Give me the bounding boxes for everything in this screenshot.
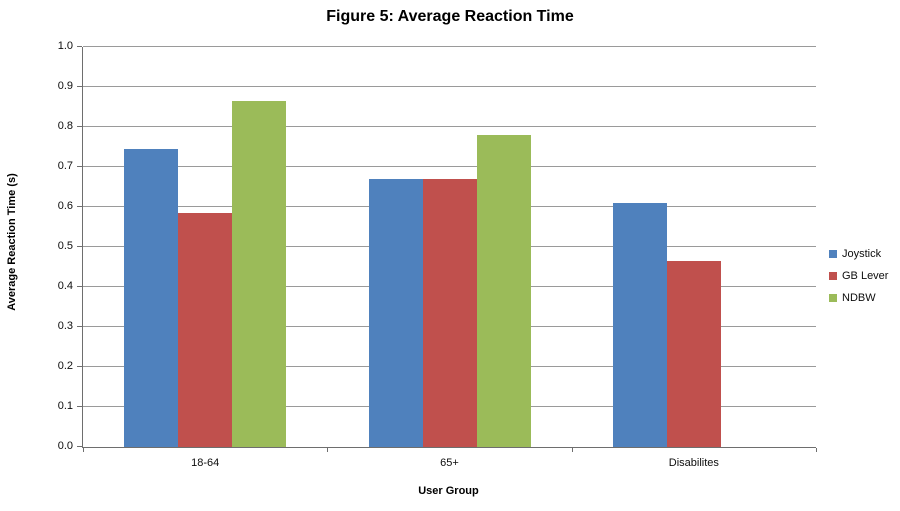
x-category-label: Disabilites (668, 457, 719, 469)
y-tick-label: 0.9 (57, 80, 73, 92)
bar-joystick-disabilites (613, 203, 667, 447)
legend-item-joystick: Joystick (829, 243, 888, 265)
x-axis-tick (327, 448, 328, 452)
y-tick-label: 0.8 (57, 120, 73, 132)
y-tick-label: 1.0 (57, 40, 73, 52)
y-tick-label: 0.3 (57, 320, 73, 332)
y-axis-tick (77, 326, 82, 327)
bar-joystick-18-64 (124, 149, 178, 447)
x-category-label: 65+ (440, 457, 459, 469)
y-axis-tick (77, 406, 82, 407)
gridline (83, 166, 816, 167)
y-axis-tick (77, 286, 82, 287)
y-axis-title: Average Reaction Time (s) (6, 173, 18, 311)
x-axis-title: User Group (418, 485, 479, 497)
legend-label: Joystick (842, 248, 882, 260)
plot-area: 0.0 0.1 0.2 0.3 0.4 0.5 0.6 0.7 0.8 0.9 1.0 18-64 65… (58, 40, 817, 469)
gridline (83, 46, 816, 47)
y-axis-tick (77, 166, 82, 167)
x-axis-tick (572, 448, 573, 452)
y-tick-label: 0.2 (57, 360, 73, 372)
y-axis-tick (77, 206, 82, 207)
y-tick-label: 0.6 (57, 200, 73, 212)
legend-swatch-icon (829, 272, 837, 280)
gridline (83, 126, 816, 127)
chart-title: Figure 5: Average Reaction Time (326, 8, 574, 25)
gridline (83, 86, 816, 87)
legend-swatch-icon (829, 250, 837, 258)
legend-swatch-icon (829, 294, 837, 302)
bar-ndbw-65+ (477, 135, 531, 447)
x-category-label: 18-64 (191, 457, 220, 469)
y-axis-tick (77, 86, 82, 87)
y-tick-label: 0.4 (57, 280, 73, 292)
legend-label: GB Lever (842, 270, 889, 282)
bar-joystick-65+ (369, 179, 423, 447)
y-axis-tick (77, 46, 82, 47)
bar-ndbw-18-64 (232, 101, 286, 447)
legend-item-ndbw: NDBW (829, 287, 888, 309)
bar-gb-lever-18-64 (178, 213, 232, 447)
y-tick-label: 0.0 (57, 440, 73, 452)
bar-gb-lever-disabilites (667, 261, 721, 447)
y-axis-tick (77, 126, 82, 127)
y-axis-tick (77, 366, 82, 367)
x-axis-tick (816, 448, 817, 452)
y-axis-tick (77, 246, 82, 247)
legend-item-gb-lever: GB Lever (829, 265, 888, 287)
legend-label: NDBW (842, 292, 876, 304)
bar-gb-lever-65+ (423, 179, 477, 447)
y-tick-label: 0.7 (57, 160, 73, 172)
y-axis-tick (77, 446, 82, 447)
y-tick-label: 0.1 (57, 400, 73, 412)
y-tick-label: 0.5 (57, 240, 73, 252)
legend: Joystick GB Lever NDBW (829, 243, 888, 309)
x-axis-tick (83, 448, 84, 452)
